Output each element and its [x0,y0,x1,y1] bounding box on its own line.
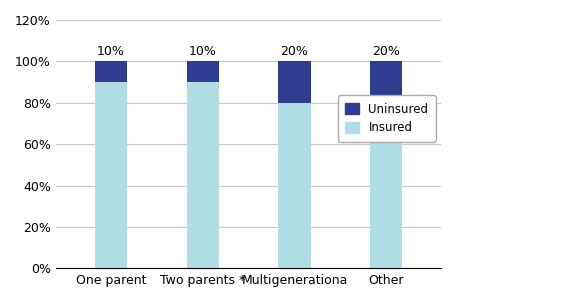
Bar [370,103,402,268]
Text: 10%: 10% [188,45,217,58]
Text: 20%: 20% [372,45,400,58]
Bar [187,82,218,268]
Bar [278,103,311,268]
Legend: Uninsured, Insured: Uninsured, Insured [338,95,436,142]
Bar [95,61,127,82]
Text: 20%: 20% [281,45,308,58]
Bar [95,82,127,268]
Bar [370,61,402,103]
Bar [278,61,311,103]
Text: 10%: 10% [97,45,125,58]
Bar [187,61,218,82]
